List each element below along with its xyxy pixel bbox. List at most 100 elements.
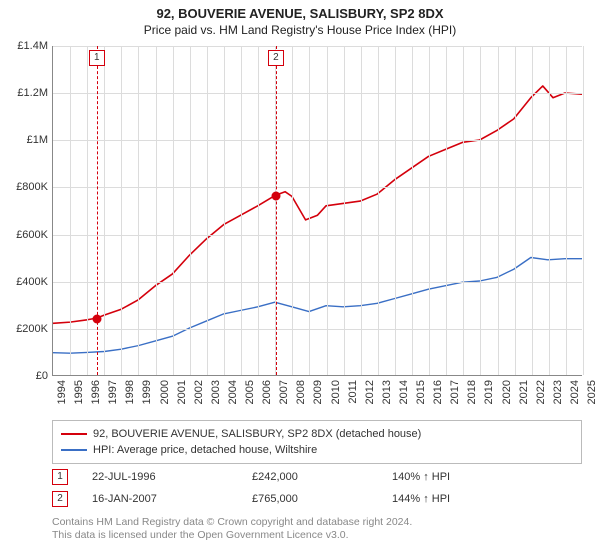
- gridline: [566, 46, 567, 375]
- gridline: [344, 46, 345, 375]
- transaction-price: £242,000: [252, 471, 392, 483]
- x-tick-label: 2024: [569, 380, 581, 404]
- gridline: [224, 46, 225, 375]
- x-tick-label: 2013: [381, 380, 393, 404]
- x-tick-label: 2018: [466, 380, 478, 404]
- x-tick-label: 2010: [330, 380, 342, 404]
- x-tick-label: 2001: [176, 380, 188, 404]
- x-tick-label: 2022: [535, 380, 547, 404]
- y-tick-label: £800K: [0, 181, 48, 193]
- x-tick-label: 1997: [107, 380, 119, 404]
- chart-title-secondary: Price paid vs. HM Land Registry's House …: [0, 21, 600, 41]
- chart-title-primary: 92, BOUVERIE AVENUE, SALISBURY, SP2 8DX: [0, 0, 600, 21]
- x-tick-label: 2016: [432, 380, 444, 404]
- gridline: [121, 46, 122, 375]
- transaction-price: £765,000: [252, 493, 392, 505]
- x-tick-label: 2021: [518, 380, 530, 404]
- transaction-date: 16-JAN-2007: [92, 493, 252, 505]
- x-tick-label: 2017: [449, 380, 461, 404]
- x-tick-label: 2009: [312, 380, 324, 404]
- x-tick-label: 1994: [56, 380, 68, 404]
- gridline: [190, 46, 191, 375]
- x-tick-label: 2012: [364, 380, 376, 404]
- x-tick-label: 2005: [244, 380, 256, 404]
- gridline: [583, 46, 584, 375]
- series-line-hpi: [53, 258, 582, 354]
- footnote-line: This data is licensed under the Open Gov…: [52, 529, 349, 541]
- y-tick-label: £1M: [0, 134, 48, 146]
- y-tick-label: £1.4M: [0, 40, 48, 52]
- gridline: [104, 46, 105, 375]
- x-tick-label: 2003: [210, 380, 222, 404]
- footnote-line: Contains HM Land Registry data © Crown c…: [52, 516, 412, 528]
- y-tick-label: £1.2M: [0, 87, 48, 99]
- x-tick-label: 2019: [483, 380, 495, 404]
- gridline: [292, 46, 293, 375]
- y-tick-label: £600K: [0, 229, 48, 241]
- series-line-property: [53, 86, 582, 323]
- y-tick-label: £0: [0, 370, 48, 382]
- transaction-row: 1 22-JUL-1996 £242,000 140% ↑ HPI: [52, 466, 582, 488]
- gridline: [378, 46, 379, 375]
- transaction-vline: [276, 46, 277, 375]
- x-tick-label: 2000: [159, 380, 171, 404]
- transaction-pct: 144% ↑ HPI: [392, 493, 532, 505]
- gridline: [173, 46, 174, 375]
- gridline: [138, 46, 139, 375]
- gridline: [207, 46, 208, 375]
- gridline: [87, 46, 88, 375]
- gridline: [70, 46, 71, 375]
- x-tick-label: 2008: [295, 380, 307, 404]
- legend-swatch: [61, 449, 87, 451]
- x-tick-label: 2007: [278, 380, 290, 404]
- gridline: [53, 282, 582, 283]
- footnote: Contains HM Land Registry data © Crown c…: [52, 516, 582, 542]
- chart-container: 92, BOUVERIE AVENUE, SALISBURY, SP2 8DX …: [0, 0, 600, 560]
- legend-item-hpi: HPI: Average price, detached house, Wilt…: [61, 442, 573, 458]
- gridline: [515, 46, 516, 375]
- gridline: [480, 46, 481, 375]
- plot-area: 12: [52, 46, 582, 376]
- gridline: [258, 46, 259, 375]
- x-tick-label: 2011: [347, 380, 359, 404]
- gridline: [498, 46, 499, 375]
- x-tick-label: 2006: [261, 380, 273, 404]
- x-tick-label: 2025: [586, 380, 598, 404]
- legend: 92, BOUVERIE AVENUE, SALISBURY, SP2 8DX …: [52, 420, 582, 464]
- transaction-label-box: 2: [268, 50, 284, 66]
- gridline: [53, 187, 582, 188]
- x-tick-label: 2002: [193, 380, 205, 404]
- gridline: [395, 46, 396, 375]
- transaction-pct: 140% ↑ HPI: [392, 471, 532, 483]
- y-tick-label: £400K: [0, 276, 48, 288]
- legend-label: 92, BOUVERIE AVENUE, SALISBURY, SP2 8DX …: [93, 428, 421, 440]
- x-tick-label: 1998: [124, 380, 136, 404]
- gridline: [412, 46, 413, 375]
- x-tick-label: 2023: [552, 380, 564, 404]
- gridline: [327, 46, 328, 375]
- x-tick-label: 2014: [398, 380, 410, 404]
- legend-swatch: [61, 433, 87, 435]
- transaction-marker-icon: 2: [52, 491, 68, 507]
- x-tick-label: 1999: [141, 380, 153, 404]
- y-tick-label: £200K: [0, 323, 48, 335]
- transaction-dot: [92, 314, 101, 323]
- x-tick-label: 2020: [501, 380, 513, 404]
- x-tick-label: 1996: [90, 380, 102, 404]
- gridline: [156, 46, 157, 375]
- gridline: [53, 46, 582, 47]
- chart-lines-svg: [53, 46, 582, 375]
- gridline: [53, 93, 582, 94]
- transactions-table: 1 22-JUL-1996 £242,000 140% ↑ HPI 2 16-J…: [52, 466, 582, 510]
- gridline: [532, 46, 533, 375]
- transaction-date: 22-JUL-1996: [92, 471, 252, 483]
- gridline: [549, 46, 550, 375]
- transaction-label-box: 1: [89, 50, 105, 66]
- gridline: [53, 140, 582, 141]
- gridline: [429, 46, 430, 375]
- gridline: [309, 46, 310, 375]
- gridline: [53, 329, 582, 330]
- transaction-marker-icon: 1: [52, 469, 68, 485]
- gridline: [463, 46, 464, 375]
- gridline: [361, 46, 362, 375]
